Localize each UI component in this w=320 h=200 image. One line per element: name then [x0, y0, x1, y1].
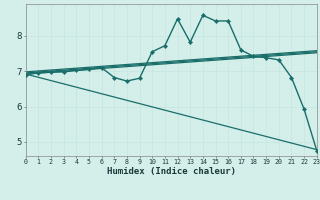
X-axis label: Humidex (Indice chaleur): Humidex (Indice chaleur): [107, 167, 236, 176]
